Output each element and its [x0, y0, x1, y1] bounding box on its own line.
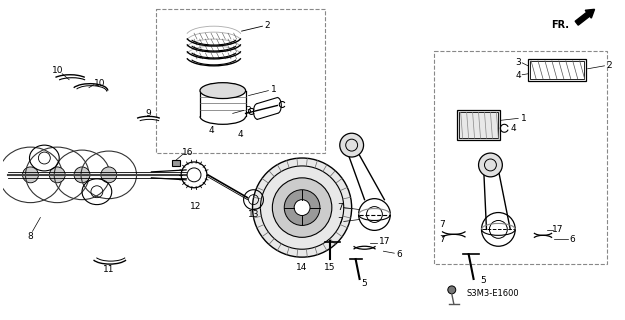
Circle shape: [74, 167, 90, 183]
Circle shape: [253, 158, 352, 257]
Text: S3M3-E1600: S3M3-E1600: [467, 289, 519, 298]
Text: 11: 11: [103, 265, 114, 274]
Text: 3: 3: [246, 106, 251, 115]
Circle shape: [284, 190, 320, 225]
Circle shape: [101, 167, 117, 183]
Text: 13: 13: [248, 210, 259, 219]
Bar: [459, 112, 498, 138]
Text: 4: 4: [208, 126, 214, 135]
Bar: [530, 61, 584, 79]
Text: 6: 6: [570, 235, 576, 244]
Circle shape: [479, 153, 502, 177]
Bar: [457, 110, 501, 140]
Text: 1: 1: [521, 114, 527, 123]
Circle shape: [220, 86, 226, 92]
Text: 5: 5: [362, 279, 368, 288]
Bar: [528, 59, 586, 81]
Text: 15: 15: [324, 263, 336, 272]
Text: 2: 2: [607, 61, 612, 70]
Text: 7: 7: [439, 235, 445, 244]
Text: 7: 7: [337, 203, 342, 212]
Circle shape: [448, 286, 456, 294]
Circle shape: [272, 178, 332, 237]
Bar: [434, 51, 608, 264]
Circle shape: [208, 84, 218, 93]
Text: 3: 3: [516, 58, 521, 67]
Text: 4: 4: [516, 71, 521, 80]
FancyArrow shape: [575, 9, 594, 25]
Text: 7: 7: [337, 217, 342, 226]
Text: 1: 1: [271, 85, 276, 94]
Text: FR.: FR.: [551, 20, 569, 30]
Text: 6: 6: [396, 250, 402, 259]
Circle shape: [340, 133, 364, 157]
Text: 12: 12: [191, 202, 202, 211]
Text: 16: 16: [182, 148, 194, 156]
Circle shape: [49, 167, 65, 183]
Text: 10: 10: [51, 66, 63, 75]
Text: 4: 4: [238, 130, 244, 139]
Text: 4: 4: [511, 124, 516, 133]
Text: 17: 17: [379, 237, 390, 246]
Text: 5: 5: [481, 276, 486, 285]
Circle shape: [294, 200, 310, 215]
Text: 10: 10: [94, 79, 106, 88]
Text: 14: 14: [296, 263, 308, 272]
Text: 2: 2: [264, 21, 270, 30]
Text: 7: 7: [439, 220, 445, 229]
Ellipse shape: [200, 83, 246, 99]
Text: 17: 17: [552, 225, 564, 234]
Circle shape: [22, 167, 38, 183]
Bar: [173, 160, 180, 166]
Text: 8: 8: [28, 232, 33, 241]
Bar: [156, 9, 325, 153]
Circle shape: [228, 84, 238, 93]
Text: 9: 9: [146, 109, 151, 118]
